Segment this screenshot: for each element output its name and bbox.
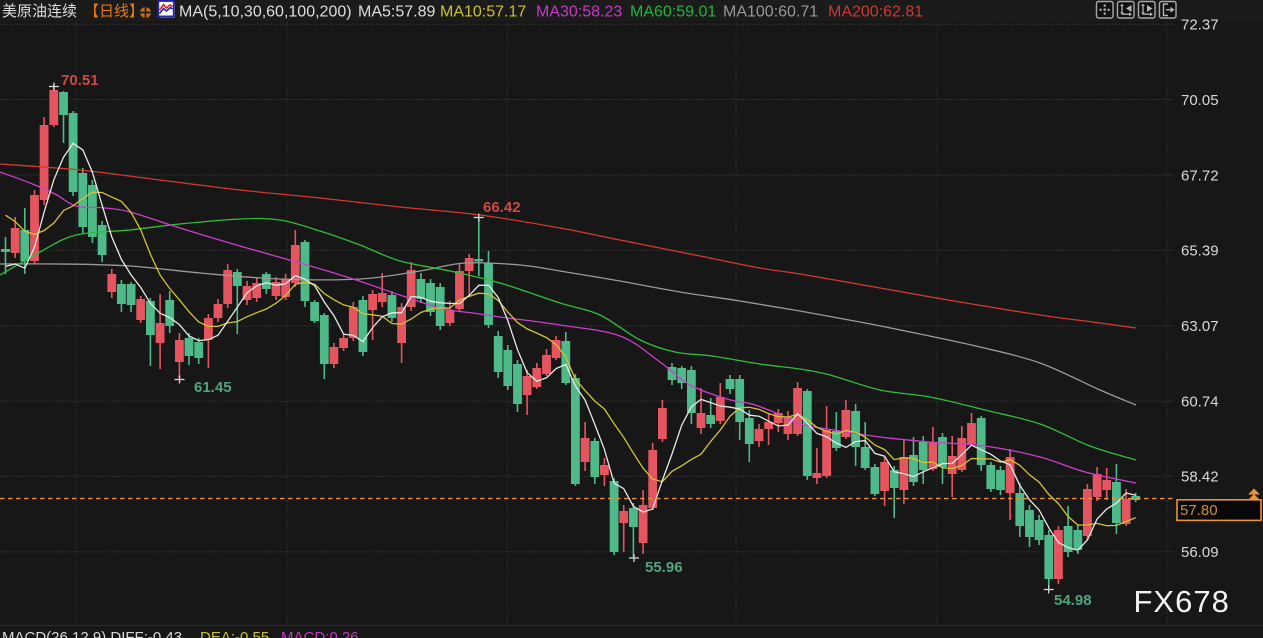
svg-text:60.74: 60.74 (1181, 394, 1219, 411)
svg-text:63.07: 63.07 (1181, 318, 1219, 335)
svg-text:57.80: 57.80 (1180, 502, 1218, 519)
svg-text:MA60:59.01: MA60:59.01 (630, 4, 716, 21)
svg-text:MA30:58.23: MA30:58.23 (536, 4, 622, 21)
svg-text:MA(5,10,30,60,100,200): MA(5,10,30,60,100,200) (179, 4, 352, 21)
svg-text:72.37: 72.37 (1181, 17, 1219, 34)
svg-text:70.51: 70.51 (61, 72, 99, 89)
svg-text:54.98: 54.98 (1054, 592, 1092, 609)
svg-text:FX678: FX678 (1134, 584, 1230, 619)
svg-text:65.39: 65.39 (1181, 243, 1219, 260)
svg-text:70.05: 70.05 (1181, 92, 1219, 109)
svg-text:MA100:60.71: MA100:60.71 (723, 4, 818, 21)
svg-text:MA200:62.81: MA200:62.81 (828, 4, 923, 21)
svg-text:55.96: 55.96 (645, 559, 683, 576)
svg-text:67.72: 67.72 (1181, 167, 1219, 184)
svg-text:58.42: 58.42 (1181, 469, 1219, 486)
svg-text:MA10:57.17: MA10:57.17 (440, 4, 526, 21)
svg-text:66.42: 66.42 (483, 199, 521, 216)
svg-text:MACD(26,12,9) DIFF:-0.43: MACD(26,12,9) DIFF:-0.43 (2, 629, 182, 638)
svg-text:MACD:0.26: MACD:0.26 (281, 629, 359, 638)
svg-text:美原油连续: 美原油连续 (2, 3, 77, 20)
svg-text:56.09: 56.09 (1181, 544, 1219, 561)
svg-text:MA5:57.89: MA5:57.89 (358, 4, 435, 21)
svg-text:61.45: 61.45 (194, 379, 232, 396)
svg-text:DEA:-0.55: DEA:-0.55 (200, 629, 269, 638)
svg-text:【日线】: 【日线】 (84, 3, 144, 20)
